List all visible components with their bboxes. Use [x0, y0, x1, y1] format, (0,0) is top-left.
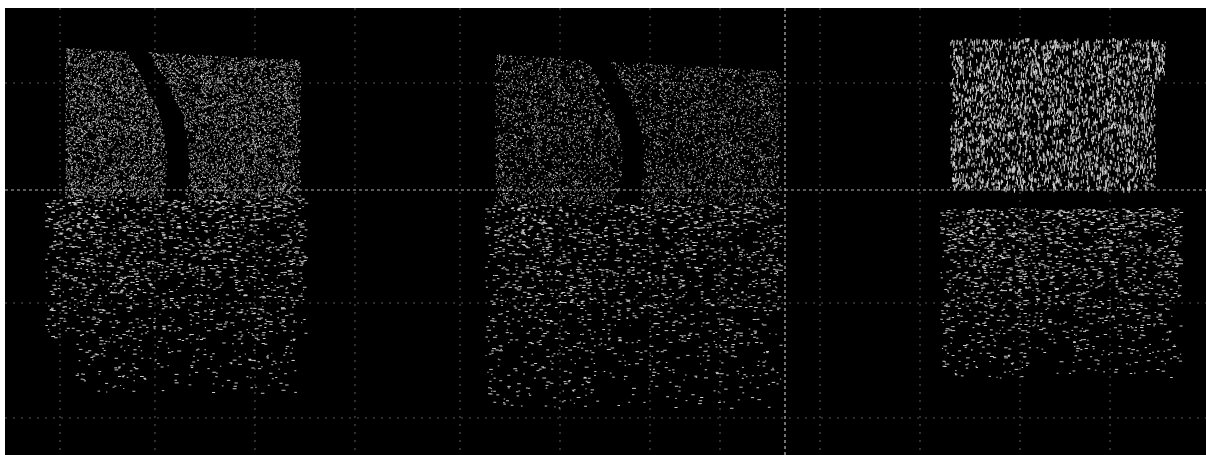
- point-cloud-visualization: [5, 8, 1206, 455]
- middle-wall-points: [495, 54, 781, 204]
- right-floor-points: [940, 208, 1184, 379]
- left-wall-points: [65, 48, 301, 199]
- point-cloud-canvas: [5, 8, 1206, 455]
- right-wall-points: [950, 38, 1166, 193]
- left-floor-points: [45, 198, 309, 394]
- point-cloud-points: [45, 38, 1184, 409]
